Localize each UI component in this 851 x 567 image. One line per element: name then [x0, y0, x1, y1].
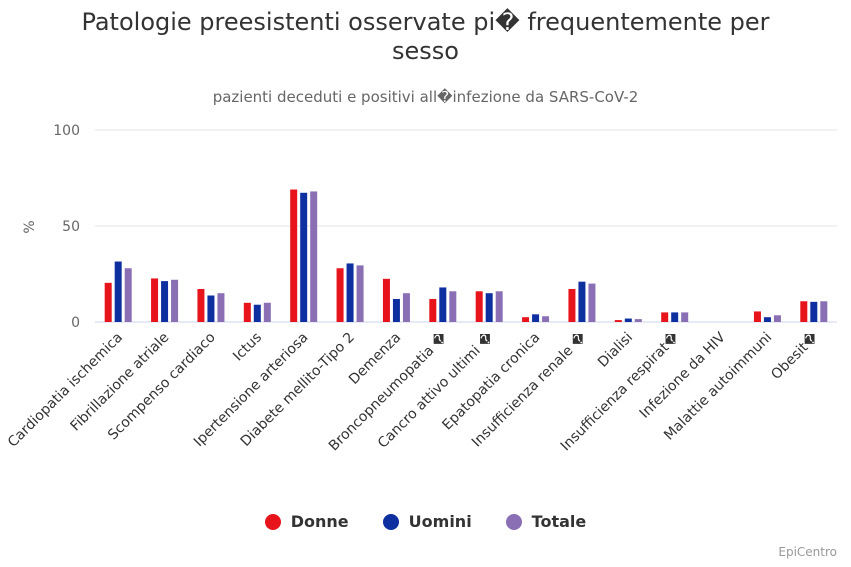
bar[interactable] [300, 192, 308, 322]
y-tick-label: 0 [71, 315, 80, 331]
bar[interactable] [820, 301, 828, 322]
bar[interactable] [346, 263, 354, 322]
legend: Donne Uomini Totale [0, 512, 851, 531]
legend-item-donne[interactable]: Donne [264, 512, 349, 531]
bar[interactable] [336, 268, 344, 322]
bar[interactable] [197, 288, 205, 322]
legend-item-totale[interactable]: Totale [505, 512, 587, 531]
bar[interactable] [402, 293, 410, 322]
bar[interactable] [568, 288, 576, 322]
bar[interactable] [104, 282, 112, 322]
bar[interactable] [800, 301, 808, 322]
legend-swatch-totale [505, 513, 522, 530]
bar[interactable] [485, 293, 493, 322]
legend-label-donne: Donne [290, 512, 349, 531]
bar[interactable] [161, 281, 169, 322]
bar[interactable] [634, 319, 642, 322]
bar[interactable] [475, 291, 483, 322]
bar[interactable] [753, 311, 761, 322]
bar[interactable] [624, 318, 632, 322]
bar[interactable] [661, 312, 669, 322]
legend-swatch-uomini [382, 513, 399, 530]
bar[interactable] [207, 295, 215, 322]
bar[interactable] [614, 320, 622, 322]
bar[interactable] [681, 312, 689, 322]
x-tick-label: Infezione da HIV [637, 329, 730, 422]
legend-label-totale: Totale [531, 512, 587, 531]
y-axis-label: % [22, 220, 38, 233]
credits[interactable]: EpiCentro [778, 545, 837, 559]
bar[interactable] [495, 291, 503, 322]
bar[interactable] [253, 304, 261, 322]
bar[interactable] [810, 301, 818, 322]
bar[interactable] [671, 312, 679, 322]
bar[interactable] [217, 293, 225, 322]
bar[interactable] [392, 298, 400, 322]
bar[interactable] [439, 287, 447, 322]
bars [104, 189, 828, 322]
x-tick-label: Ictus [230, 330, 265, 365]
bar[interactable] [114, 261, 122, 322]
bar[interactable] [532, 314, 540, 322]
bar[interactable] [578, 281, 586, 322]
bar[interactable] [263, 302, 271, 322]
chart-subtitle: pazienti deceduti e positivi all�infezio… [212, 88, 639, 106]
legend-item-uomini[interactable]: Uomini [382, 512, 472, 531]
bar[interactable] [124, 268, 132, 322]
bar[interactable] [542, 316, 550, 322]
bar[interactable] [429, 298, 437, 322]
bar[interactable] [151, 278, 159, 322]
bar[interactable] [382, 278, 390, 322]
bar[interactable] [773, 315, 781, 322]
chart-title-line-2: sesso [392, 37, 459, 65]
y-tick-label: 50 [62, 219, 80, 235]
legend-label-uomini: Uomini [408, 512, 472, 531]
bar[interactable] [449, 291, 457, 322]
legend-swatch-donne [264, 513, 281, 530]
bar[interactable] [171, 279, 179, 322]
bar[interactable] [290, 189, 298, 322]
chart-title: Patologie preesistenti osservate pi� fre… [0, 8, 851, 66]
bar[interactable] [763, 317, 771, 322]
y-tick-label: 100 [53, 123, 80, 139]
bar[interactable] [356, 265, 364, 322]
chart-title-line-1: Patologie preesistenti osservate pi� fre… [81, 8, 770, 36]
bar[interactable] [588, 283, 596, 322]
x-tick-label: Obesit� [768, 328, 823, 383]
x-tick-label: Dialisi [595, 330, 636, 371]
gridlines [95, 129, 837, 323]
bar[interactable] [522, 317, 530, 322]
bar[interactable] [243, 302, 251, 322]
y-axis-ticks: 0 50 100 [53, 123, 80, 331]
bar[interactable] [310, 191, 318, 322]
